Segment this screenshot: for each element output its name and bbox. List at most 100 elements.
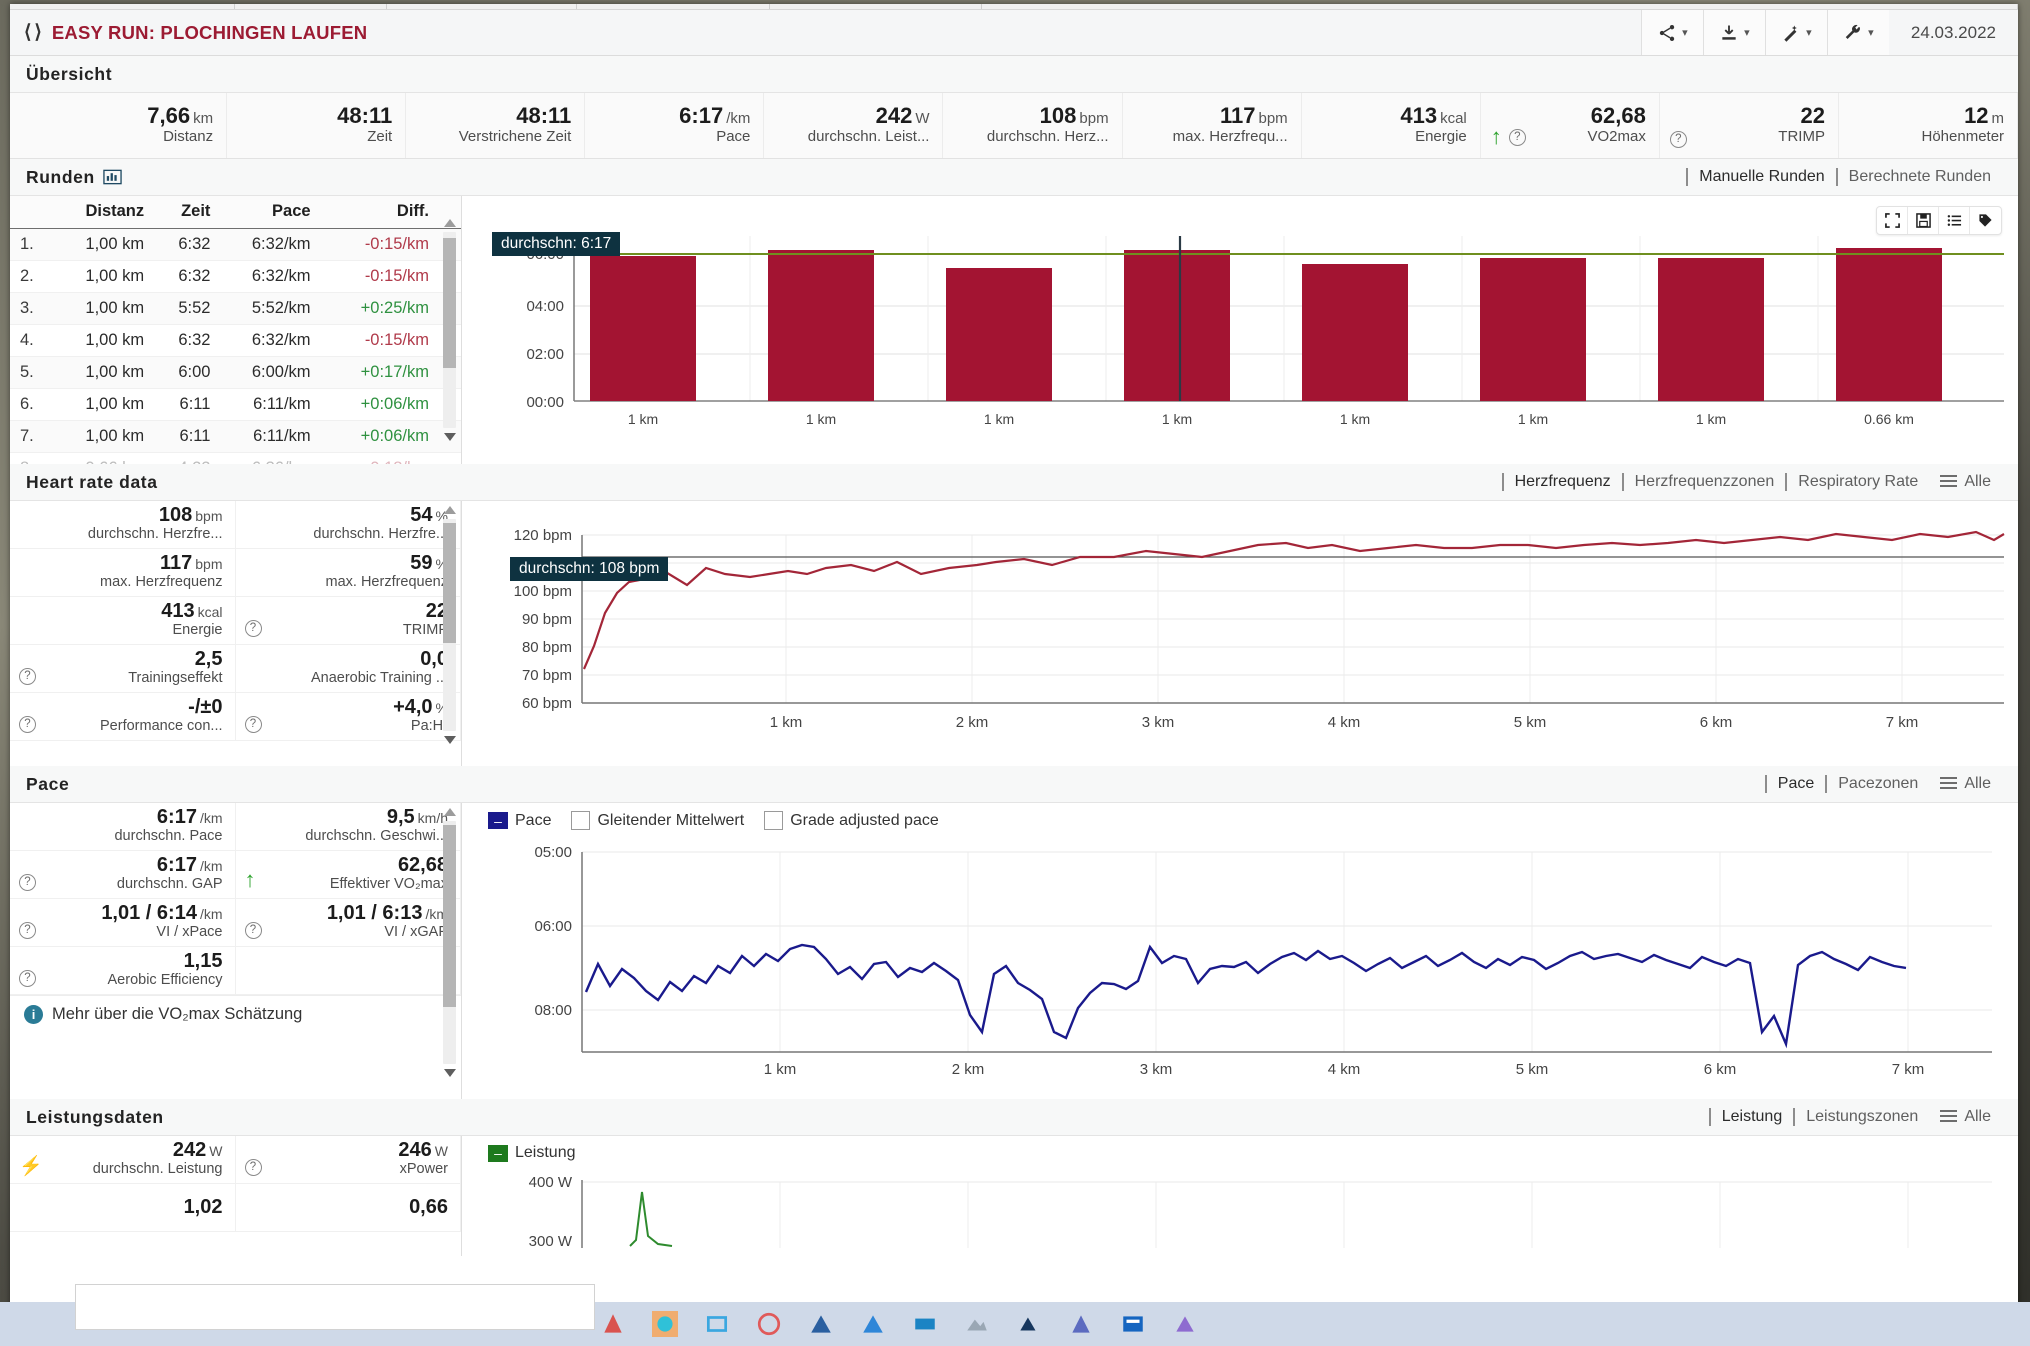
- taskbar-app-icon[interactable]: [1172, 1311, 1198, 1337]
- help-icon[interactable]: ?: [1508, 128, 1526, 146]
- chevron-right-icon[interactable]: ⟩: [34, 22, 42, 43]
- power-chart[interactable]: – Leistung 400 W 300 W: [462, 1136, 2018, 1256]
- lap-time: 6:32: [154, 228, 221, 261]
- link-berechnete-runden[interactable]: Berechnete Runden: [1835, 168, 2002, 186]
- link-herzfrequenzzonen[interactable]: Herzfrequenzzonen: [1621, 473, 1786, 491]
- table-row[interactable]: 3. 1,00 km 5:52 5:52/km +0:25/km: [10, 292, 461, 325]
- link-pace-alle[interactable]: Alle: [1929, 775, 2002, 793]
- lap-diff: -0:15/km: [320, 324, 461, 357]
- activity-nav-arrows[interactable]: ⟨ ⟩: [10, 23, 42, 42]
- lap-pace: 6:11/km: [220, 388, 321, 421]
- legend-label-leistung: Leistung: [515, 1144, 576, 1161]
- taskbar-app-icon[interactable]: [860, 1311, 886, 1337]
- stat-value: 48:11: [516, 102, 572, 128]
- taskbar-app-icon[interactable]: [1120, 1311, 1146, 1337]
- scroll-down-arrow[interactable]: [444, 736, 456, 744]
- share-button[interactable]: ▾: [1640, 10, 1703, 55]
- link-pace[interactable]: Pace: [1764, 775, 1825, 793]
- help-icon[interactable]: ?: [19, 716, 36, 733]
- table-row[interactable]: 1. 1,00 km 6:32 6:32/km -0:15/km: [10, 228, 461, 261]
- taskbar-window-preview[interactable]: [75, 1284, 595, 1330]
- help-icon[interactable]: ?: [19, 874, 36, 891]
- help-icon[interactable]: ?: [244, 716, 262, 733]
- stat-vo2max: ↑ ? 62,68 VO2max: [1481, 93, 1660, 158]
- link-herzfrequenz[interactable]: Herzfrequenz: [1501, 473, 1622, 491]
- table-row[interactable]: 6. 1,00 km 6:11 6:11/km +0:06/km: [10, 388, 461, 421]
- help-icon[interactable]: ?: [19, 668, 36, 685]
- table-row[interactable]: 7. 1,00 km 6:11 6:11/km +0:06/km: [10, 420, 461, 453]
- magic-button[interactable]: ▾: [1764, 10, 1827, 55]
- checkbox-gleitender-mittelwert[interactable]: [571, 811, 591, 830]
- table-row[interactable]: 5. 1,00 km 6:00 6:00/km +0:17/km: [10, 356, 461, 389]
- help-icon[interactable]: ?: [1669, 131, 1687, 148]
- stat-value: 22: [1800, 102, 1825, 128]
- pace-scrollbar[interactable]: [443, 808, 456, 1077]
- pace-chart[interactable]: – Pace Gleitender Mittelwert Grade adjus…: [462, 803, 2018, 1099]
- laps-scrollbar[interactable]: [443, 219, 456, 441]
- stat-label: durchschn. Herz...: [986, 128, 1109, 146]
- heart-rate-chart[interactable]: 60 bpm 70 bpm 80 bpm 90 bpm 100 bpm 110 …: [462, 501, 2018, 766]
- table-row[interactable]: 4. 1,00 km 6:32 6:32/km -0:15/km: [10, 324, 461, 357]
- svg-text:1 km: 1 km: [1696, 411, 1726, 427]
- link-pacezonen[interactable]: Pacezonen: [1825, 775, 1929, 793]
- scroll-thumb[interactable]: [443, 825, 456, 1007]
- table-row[interactable]: 2. 1,00 km 6:32 6:32/km -0:15/km: [10, 260, 461, 293]
- scroll-thumb[interactable]: [443, 523, 456, 643]
- taskbar-app-icon[interactable]: [756, 1311, 782, 1337]
- chevron-left-icon[interactable]: ⟨: [24, 22, 32, 43]
- link-leistungszonen[interactable]: Leistungszonen: [1793, 1108, 1929, 1126]
- taskbar-app-icon[interactable]: [600, 1311, 626, 1337]
- help-icon[interactable]: ?: [244, 1159, 262, 1176]
- tools-button[interactable]: ▾: [1826, 10, 1889, 55]
- stat-value: 62,68: [1590, 102, 1646, 128]
- taskbar-app-icon[interactable]: [1068, 1311, 1094, 1337]
- hr-cell-trimp: ? 22 TRIMP: [235, 597, 461, 645]
- link-respiratory-rate[interactable]: Respiratory Rate: [1785, 473, 1929, 491]
- scroll-down-arrow[interactable]: [444, 1069, 456, 1077]
- stat-verstrichene-zeit: 48:11 Verstrichene Zeit: [406, 93, 586, 158]
- stat-unit: W: [915, 109, 930, 127]
- chevron-down-icon: ▾: [1744, 27, 1750, 39]
- scroll-thumb[interactable]: [443, 238, 456, 368]
- scroll-up-arrow[interactable]: [444, 506, 456, 514]
- vo2max-more-info-link[interactable]: i Mehr über die VO₂max Schätzung: [10, 995, 461, 1033]
- link-manuelle-runden[interactable]: Manuelle Runden: [1686, 168, 1835, 186]
- hr-cell-performance-cond: ? -/±0 Performance con...: [10, 693, 236, 741]
- scroll-down-arrow[interactable]: [444, 433, 456, 441]
- link-power-alle[interactable]: Alle: [1929, 1108, 2002, 1126]
- stat-label: VO2max: [1587, 128, 1646, 146]
- help-icon[interactable]: ?: [19, 922, 36, 939]
- taskbar-app-icon[interactable]: [808, 1311, 834, 1337]
- taskbar-app-icon[interactable]: [912, 1311, 938, 1337]
- help-icon[interactable]: ?: [244, 922, 262, 939]
- power-series-swatch[interactable]: –: [488, 1144, 508, 1162]
- download-button[interactable]: ▾: [1702, 10, 1765, 55]
- stat-hoehenmeter: 12 m Höhenmeter: [1839, 93, 2018, 158]
- tag-icon[interactable]: [1970, 207, 2001, 234]
- taskbar-app-icon[interactable]: [704, 1311, 730, 1337]
- help-icon[interactable]: ?: [244, 620, 262, 637]
- help-icon[interactable]: ?: [19, 970, 36, 987]
- taskbar-app-icon[interactable]: [652, 1311, 678, 1337]
- scroll-up-arrow[interactable]: [444, 219, 456, 227]
- power-cell-avg-power: ⚡ 242 W durchschn. Leistung: [10, 1136, 236, 1184]
- link-hr-alle[interactable]: Alle: [1929, 473, 2002, 491]
- chart-toolbar: [1876, 206, 2002, 235]
- taskbar-app-icon[interactable]: [964, 1311, 990, 1337]
- pace-series-swatch[interactable]: –: [488, 812, 508, 829]
- hamburger-icon: [1940, 1110, 1958, 1122]
- laps-bar-chart[interactable]: 00:00 02:00 04:00 06:00 1 km 1 km 1 km 1…: [462, 196, 2018, 464]
- checkbox-grade-adjusted-pace[interactable]: [764, 811, 784, 830]
- heart-rate-scrollbar[interactable]: [443, 506, 456, 744]
- list-icon[interactable]: [1939, 207, 1970, 234]
- fullscreen-icon[interactable]: [1877, 207, 1908, 234]
- overview-stats-row: 7,66 km Distanz 48:11 Zeit 48:11 Verstric…: [10, 93, 2018, 159]
- legend-label-pace: Pace: [515, 811, 552, 829]
- bar-chart-icon[interactable]: [103, 169, 122, 185]
- taskbar-app-icon[interactable]: [1016, 1311, 1042, 1337]
- save-icon[interactable]: [1908, 207, 1939, 234]
- stat-unit: m: [1991, 109, 2005, 127]
- link-leistung[interactable]: Leistung: [1708, 1108, 1794, 1126]
- scroll-up-arrow[interactable]: [444, 808, 456, 816]
- col-pace: Pace: [220, 196, 321, 229]
